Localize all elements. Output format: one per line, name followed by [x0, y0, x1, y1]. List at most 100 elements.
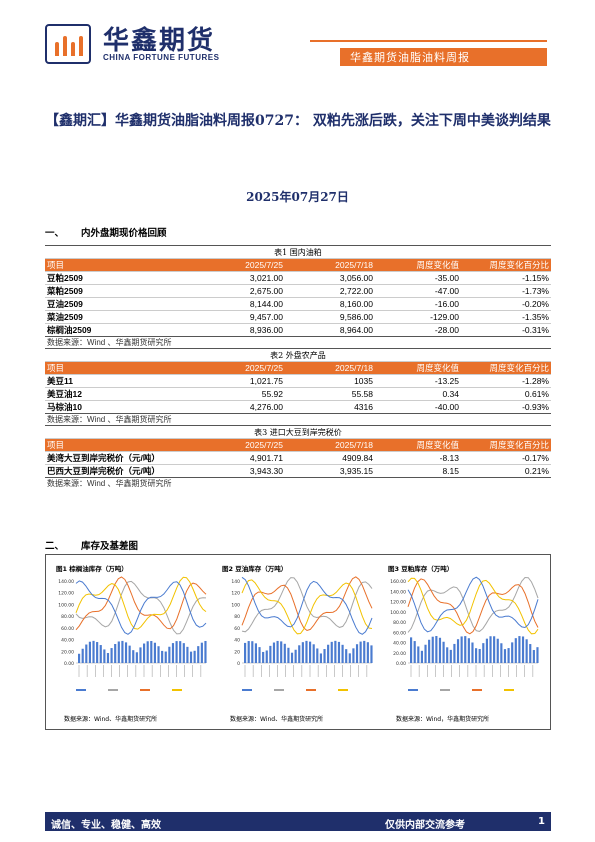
svg-text:140: 140 — [231, 579, 240, 585]
table-header-row: 项目 2025/7/25 2025/7/18 周度变化值 周度变化百分比 — [45, 438, 551, 452]
table-cell: -0.17% — [461, 451, 551, 465]
inventory-chart: 图1 棕榈油库存（万吨） 数据来源：Wind、华鑫期货研究所 140.00 120.… — [52, 561, 212, 725]
table-cell: 美豆油12 — [45, 387, 195, 401]
column-header: 周度变化百分比 — [461, 361, 551, 375]
table-cell: -13.25 — [375, 374, 461, 388]
svg-text:20.00: 20.00 — [393, 651, 406, 657]
logo-text-en: CHINA FORTUNE FUTURES — [103, 53, 220, 62]
table-cell: 棕榈油2509 — [45, 323, 195, 337]
table-row: 美豆油12 55.92 55.58 0.34 0.61% — [45, 387, 551, 401]
table-cell: 豆油2509 — [45, 297, 195, 311]
table-cell: 9,457.00 — [195, 310, 285, 324]
svg-text:80: 80 — [234, 614, 240, 620]
table-source: 数据来源：Wind 、华鑫期货研究所 — [45, 477, 551, 490]
table-cell: -28.00 — [375, 323, 461, 337]
table-row: 马棕油10 4,276.00 4316 -40.00 -0.93% — [45, 400, 551, 414]
chart-plot: 160.00 140.00 120.00 100.00 80.00 60.00 40.00 2… — [390, 576, 539, 691]
table-cell: 4909.84 — [285, 451, 375, 465]
table-cell: 菜油2509 — [45, 310, 195, 324]
column-header: 2025/7/25 — [195, 438, 285, 452]
column-header: 2025/7/25 — [195, 258, 285, 272]
svg-text:60.00: 60.00 — [393, 630, 406, 636]
table-cell: 4,901.71 — [195, 451, 285, 465]
table-source: 数据来源：Wind 、华鑫期货研究所 — [45, 336, 551, 349]
chart-source: 数据来源：Wind、华鑫期货研究所 — [64, 716, 158, 723]
table-cell: -47.00 — [375, 284, 461, 298]
table-row: 菜油2509 9,457.00 9,586.00 -129.00 -1.35% — [45, 310, 551, 324]
table-cell: 3,943.30 — [195, 464, 285, 478]
table-cell: 美豆11 — [45, 374, 195, 388]
svg-text:40.00: 40.00 — [61, 638, 74, 644]
svg-text:60.00: 60.00 — [61, 626, 74, 632]
report-series-tag: 华鑫期货油脂油料周报 — [350, 51, 470, 64]
table-caption: 表3 进口大豆到岸完税价 — [45, 425, 551, 439]
table-cell: 55.58 — [285, 387, 375, 401]
page-number: 1 — [538, 816, 545, 827]
table-cell: 0.34 — [375, 387, 461, 401]
section-heading-prices: 一、 内外盘期现价格回顾 — [45, 228, 167, 239]
column-header: 项目 — [45, 438, 195, 452]
svg-text:140.00: 140.00 — [390, 589, 406, 595]
table-cell: -0.20% — [461, 297, 551, 311]
table-cell: 0.21% — [461, 464, 551, 478]
column-header: 周度变化百分比 — [461, 438, 551, 452]
svg-text:120.00: 120.00 — [390, 600, 406, 606]
table-header-row: 项目 2025/7/25 2025/7/18 周度变化值 周度变化百分比 — [45, 258, 551, 272]
table-cell: 1,021.75 — [195, 374, 285, 388]
table-header-row: 项目 2025/7/25 2025/7/18 周度变化值 周度变化百分比 — [45, 361, 551, 375]
report-date: 2025年07月27日 — [246, 190, 349, 204]
table-cell: -16.00 — [375, 297, 461, 311]
svg-text:0: 0 — [237, 661, 240, 667]
chart-title: 图3 豆粕库存（万吨） — [388, 565, 454, 573]
svg-text:100.00: 100.00 — [390, 610, 406, 616]
table-row: 菜粕2509 2,675.00 2,722.00 -47.00 -1.73% — [45, 284, 551, 298]
table-row: 豆粕2509 3,021.00 3,056.00 -35.00 -1.15% — [45, 271, 551, 285]
logo-text-cn: 华鑫期货 — [103, 26, 216, 56]
svg-text:60: 60 — [234, 626, 240, 632]
table-cell: -129.00 — [375, 310, 461, 324]
column-header: 周度变化百分比 — [461, 258, 551, 272]
column-header: 项目 — [45, 361, 195, 375]
svg-text:160.00: 160.00 — [390, 579, 406, 585]
logo-mark-icon — [45, 24, 91, 64]
table-cell: 8,964.00 — [285, 323, 375, 337]
table-cell: 55.92 — [195, 387, 285, 401]
table-cell: 马棕油10 — [45, 400, 195, 414]
table-cell: -1.73% — [461, 284, 551, 298]
column-header: 项目 — [45, 258, 195, 272]
svg-text:40: 40 — [234, 638, 240, 644]
table-row: 巴西大豆到岸完税价（元/吨） 3,943.30 3,935.15 8.15 0.21% — [45, 464, 551, 478]
table-cell: 8,936.00 — [195, 323, 285, 337]
svg-text:120.00: 120.00 — [58, 591, 74, 597]
table-cell: 巴西大豆到岸完税价（元/吨） — [45, 464, 195, 478]
svg-text:80.00: 80.00 — [393, 620, 406, 626]
table-cell: -35.00 — [375, 271, 461, 285]
column-header: 周度变化值 — [375, 438, 461, 452]
table-row: 豆油2509 8,144.00 8,160.00 -16.00 -0.20% — [45, 297, 551, 311]
header-band: 华鑫期货油脂油料周报 — [310, 40, 547, 66]
table-source: 数据来源：Wind 、华鑫期货研究所 — [45, 413, 551, 426]
column-header: 周度变化值 — [375, 258, 461, 272]
table-caption: 表2 外盘农产品 — [45, 348, 551, 362]
company-logo: 华鑫期货 CHINA FORTUNE FUTURES — [45, 20, 230, 66]
chart-source: 数据来源：Wind，华鑫期货研究所 — [396, 716, 490, 723]
table-row: 棕榈油2509 8,936.00 8,964.00 -28.00 -0.31% — [45, 323, 551, 337]
table-row: 美豆11 1,021.75 1035 -13.25 -1.28% — [45, 374, 551, 388]
svg-text:20.00: 20.00 — [61, 649, 74, 655]
svg-text:40.00: 40.00 — [393, 641, 406, 647]
column-header: 2025/7/18 — [285, 438, 375, 452]
table-cell: 4,276.00 — [195, 400, 285, 414]
column-header: 2025/7/18 — [285, 361, 375, 375]
column-header: 周度变化值 — [375, 361, 461, 375]
table-cell: -1.35% — [461, 310, 551, 324]
chart-title: 图2 豆油库存（万吨） — [222, 565, 288, 573]
table-cell: 1035 — [285, 374, 375, 388]
svg-text:20: 20 — [234, 649, 240, 655]
table-cell: 0.61% — [461, 387, 551, 401]
svg-text:100: 100 — [231, 602, 240, 608]
svg-text:100.00: 100.00 — [58, 602, 74, 608]
table-cell: 8.15 — [375, 464, 461, 478]
svg-text:80.00: 80.00 — [61, 614, 74, 620]
table-cell: -8.13 — [375, 451, 461, 465]
section-heading-inventory: 二、 库存及基差图 — [45, 541, 139, 552]
